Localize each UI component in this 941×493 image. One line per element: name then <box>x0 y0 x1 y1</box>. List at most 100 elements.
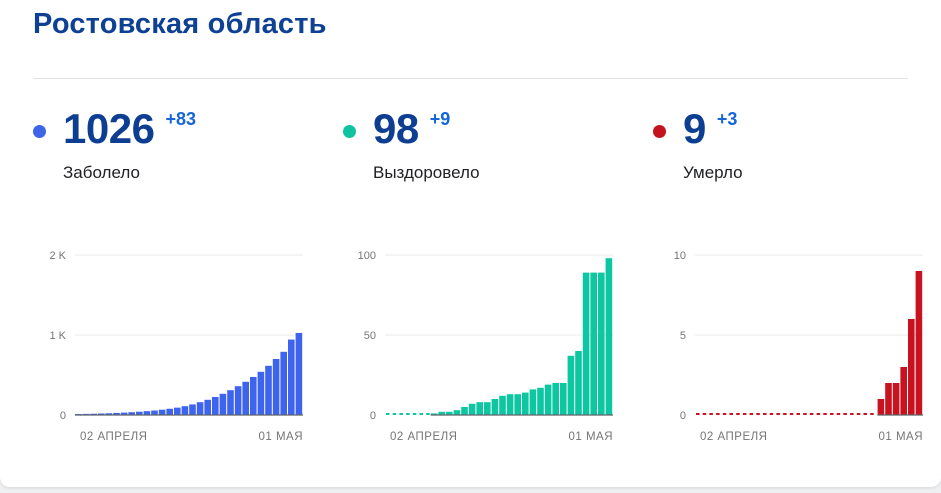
bar[interactable] <box>552 382 559 415</box>
recovered-total: 98 <box>373 104 419 152</box>
bar[interactable] <box>522 392 529 415</box>
bar[interactable] <box>234 385 242 415</box>
bar[interactable] <box>484 401 491 415</box>
chart-infected[interactable]: 0 1 K 2 K 02 АПРЕЛЯ 01 МАЯ <box>33 241 305 443</box>
bar[interactable] <box>605 257 613 415</box>
infected-dot-icon <box>33 124 46 138</box>
bar[interactable] <box>438 411 445 415</box>
bar[interactable] <box>499 395 506 415</box>
column-deaths: 9 +3 Умерло 0 5 10 02 АПРЕЛЯ 01 МАЯ <box>653 104 925 443</box>
infected-label: Заболело <box>63 163 140 183</box>
bar[interactable] <box>537 387 544 415</box>
deaths-total: 9 <box>683 104 706 152</box>
bar[interactable] <box>877 398 885 415</box>
infected-value-row: 1026 +83 <box>63 104 196 152</box>
bar[interactable] <box>120 412 128 415</box>
y-tick-label: 10 <box>674 250 686 262</box>
column-recovered: 98 +9 Выздоровело 0 50 100 02 АПРЕЛЯ 01 МАЯ <box>343 104 615 443</box>
bar[interactable] <box>219 393 227 415</box>
bar[interactable] <box>892 382 900 415</box>
x-axis-end-label: 01 МАЯ <box>568 431 613 443</box>
bar-chart-infected[interactable]: 0 1 K 2 K 02 АПРЕЛЯ 01 МАЯ <box>33 241 305 443</box>
bar[interactable] <box>174 407 181 415</box>
x-axis-start-label: 02 АПРЕЛЯ <box>80 431 148 443</box>
deaths-dot-icon <box>653 124 666 138</box>
bar[interactable] <box>461 406 468 415</box>
y-tick-label: 0 <box>370 410 376 422</box>
stats-columns: 1026 +83 Заболело 0 1 K 2 K 02 АПРЕЛЯ 01 МАЯ… <box>33 104 923 443</box>
bar[interactable] <box>453 409 461 415</box>
bar[interactable] <box>915 270 923 415</box>
bar[interactable] <box>272 358 280 415</box>
bar[interactable] <box>598 272 605 415</box>
bar-chart-recovered[interactable]: 0 50 100 02 АПРЕЛЯ 01 МАЯ <box>343 241 615 443</box>
bar[interactable] <box>204 399 211 415</box>
bar[interactable] <box>166 408 173 415</box>
x-axis-end-label: 01 МАЯ <box>878 431 923 443</box>
bar[interactable] <box>265 365 272 415</box>
bar[interactable] <box>288 339 295 415</box>
bar[interactable] <box>280 351 287 415</box>
bar[interactable] <box>151 410 158 415</box>
infected-total: 1026 <box>63 104 155 152</box>
page-title: Ростовская область <box>33 8 327 40</box>
recovered-dot-icon <box>343 124 356 138</box>
bar[interactable] <box>143 410 151 415</box>
deaths-label: Умерло <box>683 163 743 183</box>
x-axis-start-label: 02 АПРЕЛЯ <box>390 431 458 443</box>
y-tick-label: 0 <box>60 410 66 422</box>
bar[interactable] <box>98 413 105 415</box>
recovered-value-row: 98 +9 <box>373 104 480 152</box>
bar[interactable] <box>529 388 537 415</box>
bar[interactable] <box>900 366 907 415</box>
bar[interactable] <box>514 393 521 415</box>
bar[interactable] <box>295 332 303 415</box>
bar[interactable] <box>181 405 189 415</box>
y-tick-label: 5 <box>680 330 686 342</box>
deaths-delta: +3 <box>716 108 738 129</box>
bar[interactable] <box>560 382 567 415</box>
bar[interactable] <box>491 398 499 415</box>
bar[interactable] <box>227 389 234 415</box>
bar[interactable] <box>544 384 552 415</box>
bar[interactable] <box>250 376 257 415</box>
infected-delta: +83 <box>165 108 196 129</box>
bar[interactable] <box>567 355 575 415</box>
bar[interactable] <box>446 411 453 415</box>
x-axis-end-label: 01 МАЯ <box>258 431 303 443</box>
bar[interactable] <box>476 401 483 415</box>
bar[interactable] <box>575 350 582 415</box>
bar-chart-deaths[interactable]: 0 5 10 02 АПРЕЛЯ 01 МАЯ <box>653 241 925 443</box>
deaths-value-row: 9 +3 <box>683 104 743 152</box>
bar[interactable] <box>257 371 265 415</box>
bar[interactable] <box>885 382 892 415</box>
bar[interactable] <box>158 409 166 415</box>
bar[interactable] <box>590 272 597 415</box>
bar[interactable] <box>430 412 438 415</box>
bar[interactable] <box>582 272 590 415</box>
y-tick-label: 100 <box>358 250 376 262</box>
bar[interactable] <box>506 393 514 415</box>
stat-deaths: 9 +3 Умерло <box>653 104 925 185</box>
bar[interactable] <box>242 381 249 415</box>
stat-recovered: 98 +9 Выздоровело <box>343 104 615 185</box>
bar[interactable] <box>90 413 97 415</box>
bar[interactable] <box>105 412 113 415</box>
bar[interactable] <box>113 412 120 415</box>
y-tick-label: 50 <box>364 330 376 342</box>
bar[interactable] <box>189 404 196 415</box>
chart-deaths[interactable]: 0 5 10 02 АПРЕЛЯ 01 МАЯ <box>653 241 925 443</box>
stat-infected: 1026 +83 Заболело <box>33 104 305 185</box>
bar[interactable] <box>128 411 135 415</box>
header-divider <box>33 77 908 79</box>
bar[interactable] <box>908 318 915 415</box>
bar[interactable] <box>212 396 219 415</box>
y-tick-label: 2 K <box>49 250 66 262</box>
x-axis-start-label: 02 АПРЕЛЯ <box>700 431 768 443</box>
bar[interactable] <box>468 403 476 415</box>
chart-recovered[interactable]: 0 50 100 02 АПРЕЛЯ 01 МАЯ <box>343 241 615 443</box>
bar[interactable] <box>196 401 204 415</box>
recovered-delta: +9 <box>429 108 451 129</box>
bar[interactable] <box>136 411 143 415</box>
